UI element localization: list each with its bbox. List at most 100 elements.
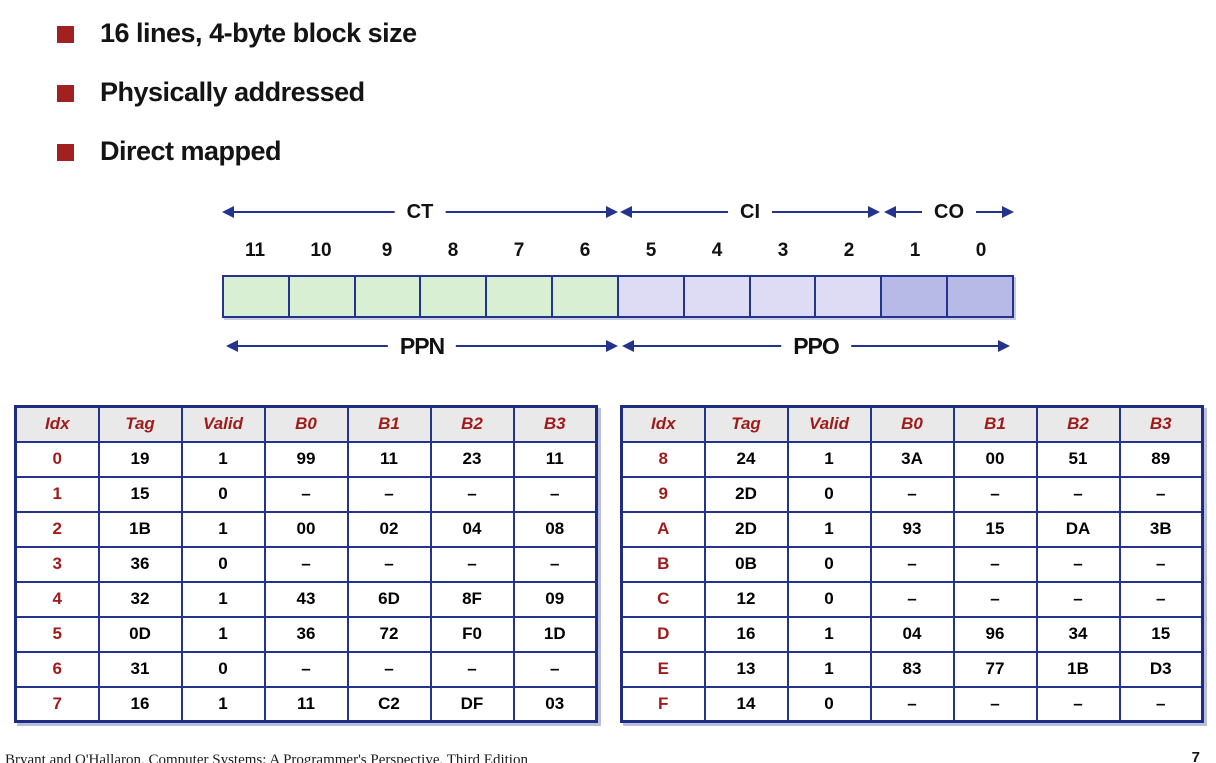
data-cell: –	[346, 650, 432, 688]
data-cell: 0	[180, 545, 266, 583]
ci-field-label: CI	[728, 200, 772, 224]
table-row: 4 32 1 43 6D 8F 09	[14, 580, 598, 618]
data-cell: 0	[786, 475, 872, 513]
data-cell: 04	[429, 510, 515, 548]
arrowhead-left-icon	[222, 206, 234, 218]
column-header: B1	[346, 405, 432, 443]
data-cell: 36	[263, 615, 349, 653]
data-cell: 0	[786, 685, 872, 723]
data-cell: 14	[703, 685, 789, 723]
ct-field-label: CT	[394, 200, 446, 224]
data-cell: 8F	[429, 580, 515, 618]
table-row: 9 2D 0– – – –	[620, 475, 1204, 513]
arrowhead-right-icon	[606, 340, 618, 352]
data-cell: 34	[1035, 615, 1121, 653]
data-cell: 1	[786, 440, 872, 478]
table-row: F 14 0– – – –	[620, 685, 1204, 723]
table-row: A 2D 1 93 15 DA 3B	[620, 510, 1204, 548]
data-cell: 3A	[869, 440, 955, 478]
ci-field-arrow: CI	[620, 200, 880, 224]
data-cell: 08	[512, 510, 598, 548]
idx-cell: 0	[14, 440, 100, 478]
data-cell: –	[1035, 580, 1121, 618]
data-cell: DF	[429, 685, 515, 723]
idx-cell: 9	[620, 475, 706, 513]
bullet-label: Physically addressed	[100, 77, 365, 107]
data-cell: 83	[869, 650, 955, 688]
table-row: 6 31 0– – – –	[14, 650, 598, 688]
idx-cell: A	[620, 510, 706, 548]
data-cell: 89	[1118, 440, 1204, 478]
data-cell: 11	[263, 685, 349, 723]
data-cell: 0D	[97, 615, 183, 653]
table-row: 7 16 1 11 C2 DF 03	[14, 685, 598, 723]
footer-credit: Bryant and O'Hallaron, Computer Systems:…	[5, 752, 528, 763]
data-cell: 0	[180, 475, 266, 513]
idx-cell: 6	[14, 650, 100, 688]
idx-cell: D	[620, 615, 706, 653]
column-header: B2	[1035, 405, 1121, 443]
idx-cell: F	[620, 685, 706, 723]
data-cell: –	[1035, 685, 1121, 723]
data-cell: 51	[1035, 440, 1121, 478]
data-cell: –	[512, 545, 598, 583]
idx-cell: 1	[14, 475, 100, 513]
bit-number: 5	[645, 240, 657, 261]
column-header: Valid	[180, 405, 266, 443]
table-row: C 12 0– – – –	[620, 580, 1204, 618]
ct-bit-cell	[419, 277, 486, 316]
bullet-square-icon	[57, 26, 74, 43]
ct-bit-cell	[287, 277, 354, 316]
arrowhead-right-icon	[868, 206, 880, 218]
data-cell: 12	[703, 580, 789, 618]
data-cell: 1	[180, 440, 266, 478]
column-header: B1	[952, 405, 1038, 443]
data-cell: 32	[97, 580, 183, 618]
data-cell: –	[346, 475, 432, 513]
data-cell: 77	[952, 650, 1038, 688]
data-cell: 1	[180, 685, 266, 723]
data-cell: 1	[180, 510, 266, 548]
cache-table-lines-8-f: Idx Tag Valid B0 B1 B2 B3 8 24 1 3A 00 51 89 9 2D 0– – – –…	[620, 405, 1204, 723]
ppn-field-label: PPN	[387, 334, 457, 358]
bit-number-row: 11 10 9 8 7 6 5 4 3 2 1 0	[222, 240, 1014, 266]
ppo-field-label: PPO	[781, 334, 851, 358]
data-cell: 00	[952, 440, 1038, 478]
table-row: 3 36 0– – – –	[14, 545, 598, 583]
column-header: Tag	[703, 405, 789, 443]
bit-number: 1	[909, 240, 921, 261]
ci-bit-cell	[748, 277, 815, 316]
arrowhead-left-icon	[226, 340, 238, 352]
data-cell: 0	[180, 650, 266, 688]
data-cell: 1	[786, 650, 872, 688]
data-cell: –	[1118, 545, 1204, 583]
data-cell: 72	[346, 615, 432, 653]
ppn-field-arrow: PPN	[226, 334, 618, 358]
idx-cell: E	[620, 650, 706, 688]
data-cell: –	[952, 545, 1038, 583]
data-cell: 23	[429, 440, 515, 478]
data-cell: 09	[512, 580, 598, 618]
arrowhead-right-icon	[1002, 206, 1014, 218]
data-cell: 15	[952, 510, 1038, 548]
data-cell: F0	[429, 615, 515, 653]
column-header: Idx	[14, 405, 100, 443]
data-cell: –	[512, 650, 598, 688]
data-cell: –	[346, 545, 432, 583]
data-cell: –	[1035, 475, 1121, 513]
ci-bit-cell	[616, 277, 683, 316]
data-cell: C2	[346, 685, 432, 723]
idx-cell: 2	[14, 510, 100, 548]
data-cell: –	[429, 650, 515, 688]
data-cell: –	[952, 580, 1038, 618]
bullet-square-icon	[57, 144, 74, 161]
idx-cell: C	[620, 580, 706, 618]
bit-number: 9	[381, 240, 393, 261]
arrowhead-right-icon	[998, 340, 1010, 352]
bullet-square-icon	[57, 85, 74, 102]
table-header-row: Idx Tag Valid B0 B1 B2 B3	[620, 405, 1204, 443]
data-cell: 13	[703, 650, 789, 688]
data-cell: –	[1118, 475, 1204, 513]
co-field-label: CO	[922, 200, 976, 224]
data-cell: 19	[97, 440, 183, 478]
